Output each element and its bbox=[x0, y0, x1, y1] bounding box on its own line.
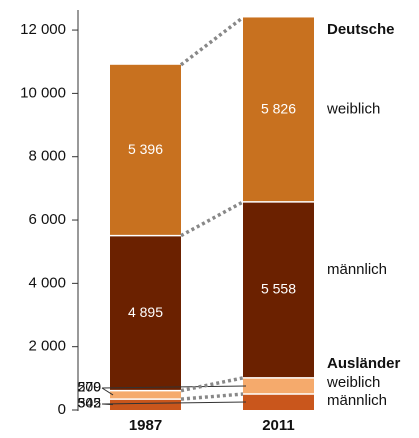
data-label: 5 396 bbox=[128, 141, 163, 157]
y-tick-label: 2 000 bbox=[28, 338, 66, 355]
x-tick-label: 2011 bbox=[262, 417, 295, 434]
connector bbox=[180, 392, 244, 401]
y-tick-label: 12 000 bbox=[20, 21, 66, 38]
connector bbox=[179, 16, 245, 67]
bar-segment bbox=[243, 17, 314, 202]
y-tick-label: 6 000 bbox=[28, 211, 66, 228]
data-label: 509 bbox=[78, 379, 102, 395]
bar-segment bbox=[110, 390, 181, 400]
series-label: weiblich bbox=[326, 101, 380, 118]
label-leader bbox=[101, 387, 114, 396]
y-tick-label: 8 000 bbox=[28, 148, 66, 165]
y-tick-label: 10 000 bbox=[20, 84, 66, 101]
group-label: Deutsche bbox=[327, 21, 395, 38]
bar-segment bbox=[110, 64, 181, 236]
series-label: männlich bbox=[327, 261, 387, 278]
y-tick-label: 4 000 bbox=[28, 274, 66, 291]
bar-segment bbox=[243, 377, 314, 395]
data-label: 5 558 bbox=[261, 281, 296, 297]
label-leader bbox=[101, 385, 247, 389]
data-label: 342 bbox=[78, 395, 102, 411]
group-label: Ausländer bbox=[327, 355, 401, 372]
series-label: weiblich bbox=[326, 374, 380, 391]
bar-segment bbox=[110, 235, 181, 391]
data-label: 505 bbox=[78, 395, 102, 411]
bar-segment bbox=[110, 399, 181, 410]
bar-segment bbox=[243, 394, 314, 410]
data-label: 5 826 bbox=[261, 100, 296, 116]
data-label: 270 bbox=[78, 379, 102, 395]
connector bbox=[180, 200, 244, 238]
series-label: männlich bbox=[327, 392, 387, 409]
bar-segment bbox=[243, 201, 314, 378]
connector bbox=[180, 376, 244, 393]
data-label: 4 895 bbox=[128, 304, 163, 320]
x-tick-label: 1987 bbox=[129, 417, 162, 434]
label-leader bbox=[101, 401, 247, 405]
y-tick-label: 0 bbox=[58, 401, 66, 418]
